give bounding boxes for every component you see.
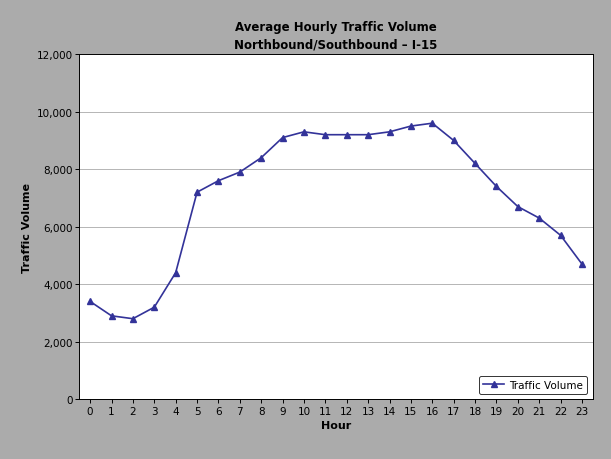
Traffic Volume [193,190,200,196]
Traffic Volume [129,316,136,322]
Line: Traffic Volume: Traffic Volume [87,121,585,322]
Legend: Traffic Volume: Traffic Volume [479,376,587,394]
Traffic Volume [343,133,351,138]
Traffic Volume [557,233,565,239]
Traffic Volume [364,133,371,138]
Title: Average Hourly Traffic Volume
Northbound/Southbound – I-15: Average Hourly Traffic Volume Northbound… [235,21,437,51]
Traffic Volume [301,130,307,135]
Traffic Volume [87,299,94,305]
Traffic Volume [172,270,180,276]
Traffic Volume [215,179,222,184]
Traffic Volume [258,156,265,161]
Traffic Volume [150,305,158,310]
Traffic Volume [386,130,393,135]
Y-axis label: Traffic Volume: Traffic Volume [22,182,32,272]
Traffic Volume [429,121,436,127]
Traffic Volume [321,133,329,138]
Traffic Volume [407,124,414,129]
Traffic Volume [472,161,479,167]
Traffic Volume [514,204,522,210]
Traffic Volume [450,139,457,144]
Traffic Volume [535,216,543,221]
X-axis label: Hour: Hour [321,420,351,431]
Traffic Volume [279,135,286,141]
Traffic Volume [492,184,500,190]
Traffic Volume [578,262,585,267]
Traffic Volume [108,313,115,319]
Traffic Volume [236,170,243,175]
